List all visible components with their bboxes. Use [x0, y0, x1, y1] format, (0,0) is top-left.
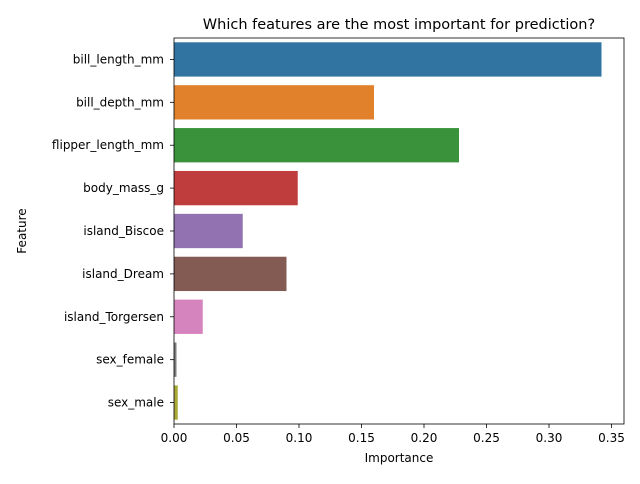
y-tick-label: bill_depth_mm — [76, 95, 164, 109]
x-tick-label: 0.35 — [598, 431, 625, 445]
y-tick-label: island_Torgersen — [64, 310, 164, 324]
x-tick-label: 0.30 — [536, 431, 563, 445]
bar-island_Torgersen — [174, 299, 203, 334]
x-tick-label: 0.00 — [161, 431, 188, 445]
bar-bill_length_mm — [174, 42, 602, 77]
x-tick-label: 0.25 — [473, 431, 500, 445]
y-tick-label: island_Dream — [82, 267, 164, 281]
bar-flipper_length_mm — [174, 128, 459, 163]
x-tick-group: 0.00 0.05 0.10 0.15 0.20 0.25 0.30 0.35 — [161, 424, 625, 445]
y-tick-label: bill_length_mm — [73, 52, 164, 66]
plot-frame — [173, 37, 625, 425]
y-tick-label: island_Biscoe — [83, 224, 164, 238]
x-tick-label: 0.10 — [286, 431, 313, 445]
y-tick-label: body_mass_g — [83, 181, 164, 195]
y-tick-label: flipper_length_mm — [52, 138, 164, 152]
bar-sex_male — [174, 385, 178, 420]
x-tick-label: 0.20 — [411, 431, 438, 445]
bar-island_Biscoe — [174, 213, 243, 249]
y-tick-label: sex_female — [96, 353, 164, 367]
y-axis-label: Feature — [15, 208, 29, 253]
y-tick-label-group: bill_length_mm bill_depth_mm flipper_lengt… — [52, 52, 174, 410]
bar-group — [174, 42, 602, 420]
bar-body_mass_g — [174, 170, 298, 206]
bar-island_Dream — [174, 256, 287, 292]
bar-sex_female — [174, 342, 177, 377]
x-tick-label: 0.15 — [348, 431, 375, 445]
chart-title: Which features are the most important fo… — [203, 17, 595, 33]
x-tick-label: 0.05 — [223, 431, 250, 445]
y-tick-label: sex_male — [108, 396, 164, 410]
bar-bill_depth_mm — [174, 85, 374, 120]
x-axis-label: Importance — [365, 451, 434, 465]
